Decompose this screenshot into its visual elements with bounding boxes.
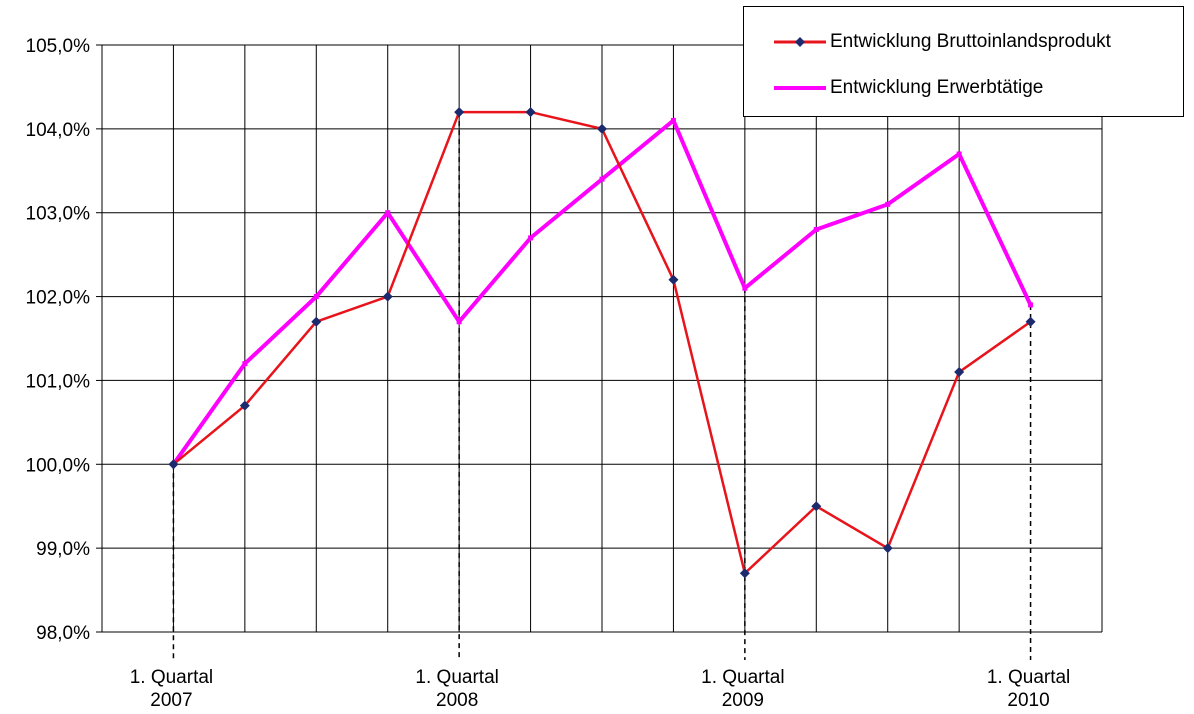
legend-item-bip: Entwicklung Bruttoinlandsprodukt xyxy=(774,27,1111,57)
x-tick-label: 1. Quartal xyxy=(701,667,784,688)
data-point-erwerbtaetige xyxy=(670,117,676,123)
x-tick-label: 1. Quartal xyxy=(415,667,498,688)
legend-label-bip: Entwicklung Bruttoinlandsprodukt xyxy=(830,31,1111,52)
y-axis-tick-labels: 98,0% 99,0% 100,0% 101,0% 102,0% 103,0% 104,0%… xyxy=(26,36,91,644)
x-tick-label-year: 2007 xyxy=(150,690,192,711)
series xyxy=(168,107,1036,579)
data-point-erwerbtaetige xyxy=(742,285,748,291)
data-point-erwerbtaetige xyxy=(242,361,248,367)
y-tick-label: 105,0% xyxy=(26,36,91,57)
data-point-bip xyxy=(525,107,536,118)
data-point-erwerbtaetige xyxy=(456,319,462,325)
y-tick-label: 103,0% xyxy=(26,204,91,225)
data-point-bip xyxy=(382,291,393,302)
data-point-erwerbtaetige xyxy=(813,226,819,232)
data-point-bip xyxy=(811,501,822,512)
data-point-bip xyxy=(882,543,893,554)
y-tick-label: 100,0% xyxy=(26,455,91,476)
x-tick-label: 1. Quartal xyxy=(130,667,213,688)
legend-item-erwerbtaetige: Entwicklung Erwerbtätige xyxy=(774,73,1043,103)
legend-swatch-erwerbtaetige xyxy=(774,86,826,90)
quarter-drop-lines xyxy=(172,112,1032,660)
data-point-erwerbtaetige xyxy=(599,176,605,182)
data-point-erwerbtaetige xyxy=(385,210,391,216)
data-point-bip xyxy=(597,123,607,134)
y-tick-label: 101,0% xyxy=(26,371,91,392)
data-point-erwerbtaetige xyxy=(528,235,534,241)
y-tick-label: 102,0% xyxy=(26,288,91,309)
data-point-bip xyxy=(454,107,465,118)
y-tick-label: 99,0% xyxy=(36,539,90,560)
data-point-bip xyxy=(168,459,179,470)
data-point-bip xyxy=(311,316,322,327)
data-point-erwerbtaetige xyxy=(956,151,962,157)
legend-label-erwerbtaetige: Entwicklung Erwerbtätige xyxy=(830,77,1044,98)
x-tick-label: 1. Quartal xyxy=(987,667,1070,688)
x-tick-label-year: 2009 xyxy=(722,690,764,711)
data-point-bip xyxy=(668,274,679,285)
data-point-bip xyxy=(239,400,250,411)
legend-swatch-bip xyxy=(774,37,826,47)
data-point-erwerbtaetige xyxy=(885,201,891,207)
y-tick-label: 98,0% xyxy=(36,623,90,644)
data-point-bip xyxy=(1025,316,1036,327)
x-tick-label-year: 2008 xyxy=(436,690,478,711)
axes xyxy=(96,44,1103,633)
data-point-erwerbtaetige xyxy=(1028,302,1034,308)
y-tick-label: 104,0% xyxy=(26,120,91,141)
legend: Entwicklung Bruttoinlandsprodukt Entwick… xyxy=(743,6,1184,117)
data-point-bip xyxy=(739,568,750,579)
data-point-erwerbtaetige xyxy=(313,294,319,300)
data-point-bip xyxy=(954,367,965,378)
x-tick-label-year: 2010 xyxy=(1007,690,1049,711)
